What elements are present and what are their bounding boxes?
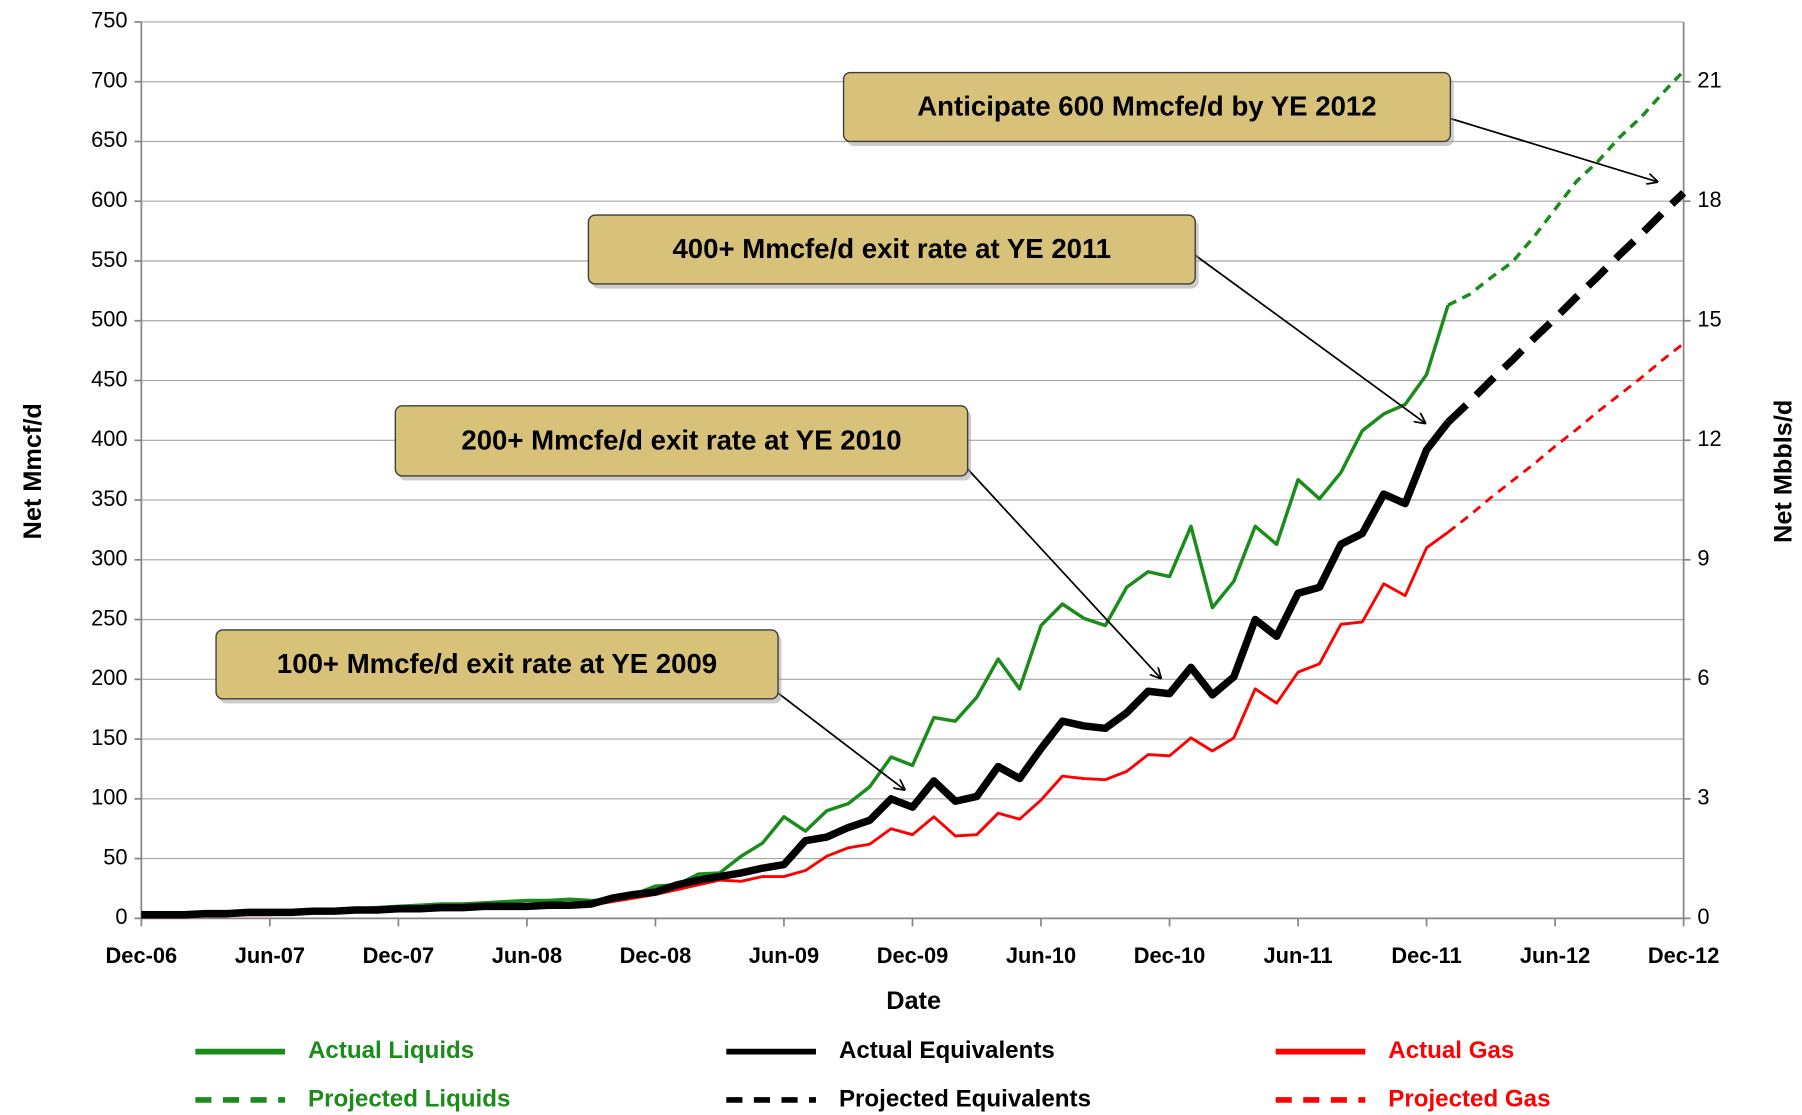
y-tick-label: 400	[91, 426, 127, 451]
annotation-box	[215, 629, 779, 700]
y-tick-label: 650	[91, 127, 127, 152]
line-series	[1447, 69, 1685, 307]
y-tick-label: 700	[91, 67, 127, 92]
y-tick-label: 300	[91, 546, 127, 571]
annotation-arrow	[1194, 254, 1425, 423]
x-tick-label: Dec-12	[1648, 943, 1720, 968]
annotation-box	[842, 71, 1452, 143]
y-tick-label: 550	[91, 247, 127, 272]
line-series	[1447, 342, 1685, 534]
annotation-box	[587, 214, 1196, 285]
legend-label: Actual Liquids	[308, 1037, 474, 1064]
x-tick-label: Dec-08	[620, 943, 692, 968]
legend-label: Projected Liquids	[308, 1085, 510, 1112]
legend-label: Actual Equivalents	[839, 1037, 1055, 1064]
y-tick-label: 150	[91, 725, 127, 750]
y-tick-label: 0	[115, 904, 127, 929]
x-tick-label: Dec-09	[877, 943, 949, 968]
x-tick-label: Jun-07	[235, 943, 305, 968]
annotation-text: 400+ Mmcfe/d exit rate at YE 2011	[672, 233, 1111, 264]
line-series	[141, 531, 1449, 919]
x-tick-label: Dec-11	[1391, 943, 1461, 968]
y2-tick-label: 15	[1697, 307, 1721, 332]
y2-tick-label: 3	[1697, 785, 1709, 810]
annotation-box	[394, 405, 969, 477]
annotation-arrow	[1450, 117, 1657, 181]
y2-tick-label: 9	[1697, 546, 1709, 571]
legend-label: Projected Gas	[1388, 1085, 1550, 1112]
y-tick-label: 750	[91, 8, 127, 33]
line-series	[141, 420, 1451, 919]
y-tick-label: 100	[91, 785, 127, 810]
y-tick-label: 250	[91, 605, 127, 630]
x-tick-label: Jun-10	[1006, 943, 1076, 968]
y-tick-label: 50	[103, 844, 127, 869]
line-series	[1445, 190, 1687, 426]
y-axis-label: Net Mmcf/d	[19, 403, 47, 539]
annotation-text: 200+ Mmcfe/d exit rate at YE 2010	[461, 424, 901, 455]
x-tick-label: Jun-09	[749, 943, 819, 968]
y-tick-label: 600	[91, 187, 127, 212]
y2-tick-label: 12	[1697, 426, 1721, 451]
x-tick-label: Dec-06	[106, 943, 178, 968]
y2-tick-label: 18	[1697, 187, 1721, 212]
annotation-text: 100+ Mmcfe/d exit rate at YE 2009	[277, 648, 717, 679]
y2-tick-label: 6	[1697, 665, 1709, 690]
y-tick-label: 200	[91, 665, 127, 690]
x-axis-label: Date	[886, 987, 941, 1015]
line-series	[141, 304, 1450, 918]
x-tick-label: Jun-12	[1520, 943, 1590, 968]
y2-axis-label: Net Mbbls/d	[1769, 400, 1797, 543]
x-tick-label: Jun-11	[1263, 943, 1332, 968]
annotation-arrow	[967, 468, 1161, 678]
y2-tick-label: 21	[1697, 67, 1721, 92]
y-tick-label: 500	[91, 307, 127, 332]
x-tick-label: Dec-07	[363, 943, 435, 968]
annotation-text: Anticipate 600 Mmcfe/d by YE 2012	[917, 90, 1376, 121]
y2-tick-label: 0	[1697, 904, 1709, 929]
y-tick-label: 350	[91, 486, 127, 511]
x-tick-label: Jun-08	[492, 943, 562, 968]
annotation-arrow	[777, 692, 904, 790]
legend-label: Actual Gas	[1388, 1037, 1514, 1064]
y-tick-label: 450	[91, 366, 127, 391]
legend-label: Projected Equivalents	[839, 1085, 1091, 1112]
x-tick-label: Dec-10	[1134, 943, 1206, 968]
